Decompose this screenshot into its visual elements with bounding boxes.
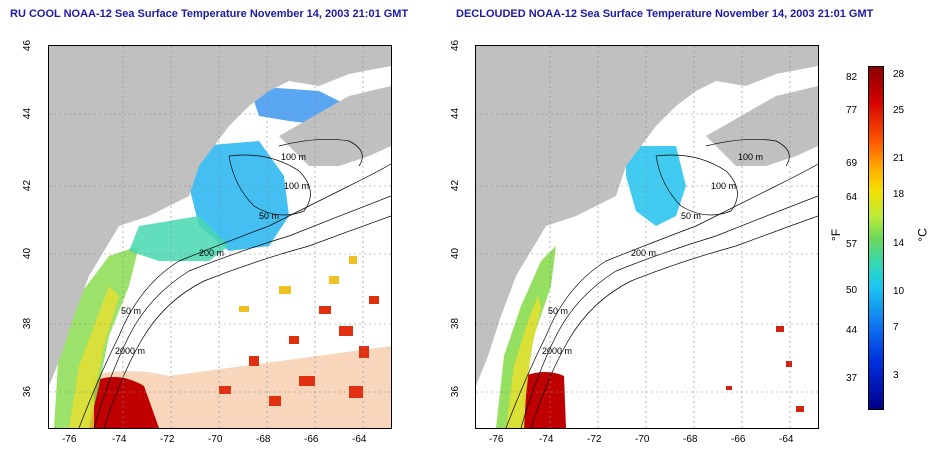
celsius-unit-label: °C [915,228,930,242]
x-tick-label: -76 [489,434,504,445]
y-tick-label: 40 [450,247,462,260]
contour-label: 100 m [738,152,764,162]
colorbar-f-label: 64 [846,192,858,203]
contour-label: 2000 m [542,346,573,356]
y-tick-label: 42 [22,179,34,192]
y-tick-label: 46 [450,39,462,52]
colorbar-f-label: 37 [846,373,858,384]
contour-label: 50 m [259,211,280,221]
x-tick-label: -64 [779,434,794,445]
colorbar-c-label: 14 [893,238,905,249]
land-mass [49,46,391,386]
yellow-cloud-speckles [239,256,357,312]
y-tick-label: 40 [22,247,34,260]
x-tick-label: -76 [62,434,77,445]
contour-label: 100 m [281,152,307,162]
colorbar-f-label: 50 [846,285,858,296]
colorbar-c-label: 3 [893,370,899,381]
warm-water-region [89,346,391,428]
georges-bank-water [129,216,229,261]
y-tick-label: 38 [22,317,34,330]
x-tick-label: -70 [208,434,223,445]
y-tick-label: 44 [22,107,34,120]
colorbar-c-label: 28 [893,69,905,80]
colorbar-f-label: 57 [846,239,858,250]
right-map-canvas [476,46,818,428]
land-mass [476,46,818,386]
contour-label: 100 m [284,181,310,191]
contour-label: 200 m [199,248,225,258]
contour-label: 50 m [548,306,569,316]
colorbar-c-label: 10 [893,286,905,297]
x-tick-label: -68 [683,434,698,445]
warm-cloud-speckles [219,296,379,406]
lat-lon-grid [476,46,818,428]
gulf-of-maine-cool [189,141,289,251]
y-tick-label: 36 [22,385,34,398]
colorbar-f-label: 44 [846,325,858,336]
y-tick-label: 36 [450,385,462,398]
lat-lon-grid [49,46,391,428]
x-tick-label: -66 [731,434,746,445]
x-tick-label: -68 [256,434,271,445]
left-map-title: RU COOL NOAA-12 Sea Surface Temperature … [10,8,409,20]
fahrenheit-unit-label: °F [829,228,844,242]
x-tick-label: -66 [304,434,319,445]
colorbar-c-label: 21 [893,153,905,164]
colorbar-f-label: 82 [846,72,858,83]
y-tick-label: 46 [22,39,34,52]
shelf-water-yellow [69,286,119,428]
left-map-canvas [49,46,391,428]
x-tick-label: -74 [539,434,554,445]
warm-remnant-speckles [726,326,804,412]
y-tick-label: 42 [450,179,462,192]
contour-label: 100 m [711,181,737,191]
contour-label: 50 m [681,211,702,221]
x-tick-label: -64 [352,434,367,445]
contour-label: 2000 m [115,346,146,356]
colorbar-f-label: 69 [846,158,858,169]
gulf-stream-core [521,372,566,428]
contour-label: 200 m [631,248,657,258]
shelf-water-yellow [506,296,541,428]
contour-label: 50 m [121,306,142,316]
left-sst-map: 100 m 100 m 50 m 200 m 50 m 2000 m [48,45,392,429]
temperature-colorbar [868,66,884,410]
colorbar-c-label: 18 [893,189,905,200]
x-tick-label: -70 [635,434,650,445]
colorbar-f-label: 77 [846,105,858,116]
x-tick-label: -72 [160,434,175,445]
y-tick-label: 44 [450,107,462,120]
bathymetry-contours [78,138,391,428]
right-sst-map: 100 m 100 m 50 m 200 m 50 m 2000 m [475,45,819,429]
x-tick-label: -74 [112,434,127,445]
y-tick-label: 38 [450,317,462,330]
right-map-title: DECLOUDED NOAA-12 Sea Surface Temperatur… [456,8,874,20]
colorbar-c-label: 25 [893,105,905,116]
colorbar-c-label: 7 [893,322,899,333]
x-tick-label: -72 [587,434,602,445]
